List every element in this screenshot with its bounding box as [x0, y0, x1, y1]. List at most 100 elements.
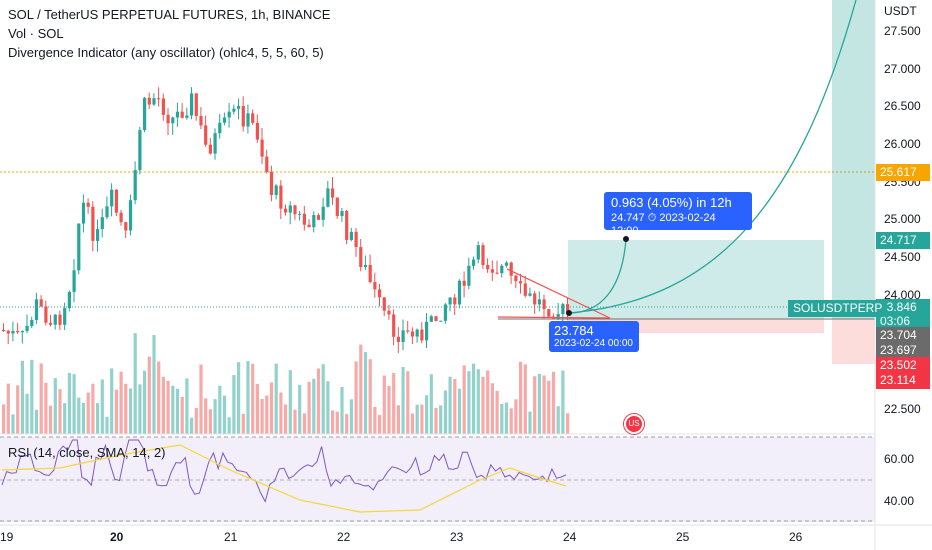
- divergence-legend[interactable]: Divergence Indicator (any oscillator) (o…: [8, 45, 324, 60]
- volume-bar: [457, 388, 462, 434]
- candle-body: [288, 205, 292, 213]
- time-tick-label: 23: [450, 530, 464, 544]
- volume-bar: [316, 368, 321, 434]
- position-loss-zone-2[interactable]: [832, 319, 875, 364]
- volume-bar: [387, 386, 391, 434]
- us-flag-icon[interactable]: US: [624, 414, 644, 434]
- candle-body: [213, 133, 217, 154]
- volume-bar: [368, 359, 372, 434]
- candle-body: [124, 222, 128, 231]
- candle-body: [39, 299, 43, 307]
- volume-bar: [321, 364, 325, 434]
- candle-body: [396, 336, 400, 342]
- candle-body: [415, 329, 419, 337]
- volume-bar: [204, 398, 208, 434]
- stop-price-label: 23.502: [876, 357, 930, 374]
- volume-bar: [406, 371, 410, 434]
- candle-body: [265, 156, 269, 173]
- price-tick-label: 24.000: [884, 288, 921, 302]
- entry-price-label: 23.704: [876, 327, 930, 344]
- volume-bar: [175, 388, 180, 434]
- candle-body: [237, 106, 241, 109]
- candle-body: [166, 114, 170, 124]
- candle-body: [406, 330, 410, 332]
- volume-legend[interactable]: Vol · SOL: [8, 26, 64, 41]
- volume-bar: [100, 379, 104, 434]
- candle-body: [392, 314, 396, 337]
- entry-price-label-2: 23.697: [876, 342, 930, 359]
- countdown-label: 03:06: [876, 313, 930, 330]
- projection-tooltip[interactable]: 0.963 (4.05%) in 12h 24.747 ⏱ 2023-02-24…: [604, 192, 752, 237]
- candle-body: [378, 289, 382, 298]
- volume-bar: [495, 390, 499, 434]
- volume-bar: [124, 383, 128, 434]
- candle-body: [44, 306, 48, 323]
- candle-body: [363, 264, 368, 267]
- volume-bar: [34, 409, 39, 434]
- candle-body: [105, 206, 109, 218]
- volume-bar: [382, 375, 386, 434]
- volume-bar: [490, 383, 494, 434]
- candle-body: [86, 202, 90, 207]
- candle-body: [519, 281, 523, 284]
- candle-body: [561, 304, 565, 315]
- volume-bar: [11, 414, 15, 434]
- candle-body: [218, 122, 222, 134]
- point-tooltip[interactable]: 23.784 2023-02-24 00:00: [549, 321, 639, 352]
- volume-bar: [481, 376, 485, 434]
- stop-price-label-2: 23.114: [876, 372, 930, 389]
- volume-bar: [16, 385, 20, 434]
- candle-body: [533, 293, 537, 305]
- rsi-legend[interactable]: RSI (14, close, SMA, 14, 2): [8, 445, 166, 460]
- time-tick-label: 25: [676, 530, 690, 544]
- candlesticks: [2, 87, 570, 354]
- candle-body: [138, 130, 142, 171]
- candle-body: [457, 280, 462, 305]
- projection-target-point[interactable]: [623, 236, 629, 242]
- volume-bar: [467, 371, 471, 434]
- candle-body: [279, 185, 283, 209]
- rsi-tick-label: 60.00: [884, 452, 915, 466]
- symbol-legend[interactable]: SOL / TetherUS PERPETUAL FUTURES, 1h, BI…: [8, 7, 331, 22]
- candle-body: [110, 189, 114, 207]
- candle-body: [152, 98, 156, 105]
- candle-body: [72, 270, 76, 292]
- volume-bar: [251, 363, 255, 434]
- candle-body: [439, 320, 443, 322]
- candle-body: [171, 117, 175, 124]
- volume-bar: [486, 370, 490, 434]
- time-tick-label: 24: [563, 530, 577, 544]
- candle-body: [255, 122, 259, 140]
- volume-bar: [152, 335, 156, 434]
- volume-bar: [72, 374, 76, 434]
- pattern-lower-line[interactable]: [497, 316, 611, 319]
- position-profit-zone[interactable]: [568, 240, 824, 319]
- volume-bar: [429, 374, 433, 434]
- volume-bar: [114, 389, 118, 434]
- volume-bar: [547, 380, 551, 434]
- candle-body: [321, 206, 325, 220]
- position-profit-zone-2[interactable]: [832, 0, 875, 319]
- volume-bar: [340, 387, 344, 434]
- currency-label: USDT: [884, 4, 917, 18]
- volume-bar: [331, 410, 335, 434]
- candle-body: [373, 282, 377, 290]
- volume-bar: [157, 361, 161, 434]
- candle-body: [462, 280, 466, 286]
- candle-body: [133, 170, 137, 201]
- candle-body: [302, 213, 306, 225]
- candle-body: [208, 144, 212, 154]
- candle-body: [58, 314, 62, 325]
- candle-body: [467, 265, 471, 286]
- volume-bar: [105, 416, 109, 434]
- candle-body: [490, 269, 494, 273]
- candle-body: [359, 247, 363, 267]
- volume-bar: [396, 405, 400, 434]
- candle-body: [222, 117, 227, 123]
- volume-bar: [537, 373, 541, 434]
- candle-body: [528, 293, 532, 296]
- projection-start-point[interactable]: [566, 310, 572, 316]
- candle-body: [316, 215, 321, 220]
- volume-bars: [2, 333, 570, 434]
